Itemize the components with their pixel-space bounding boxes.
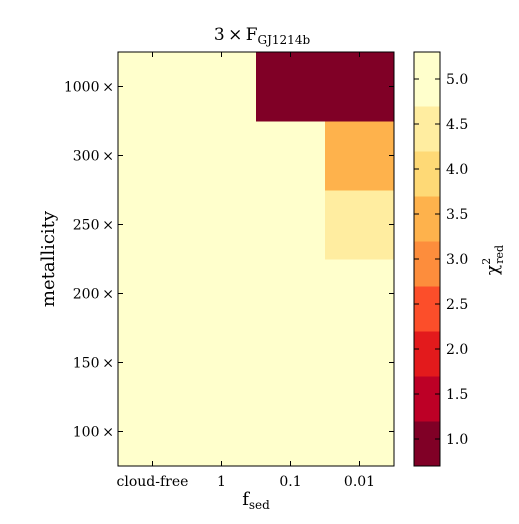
heatmap-cell — [256, 121, 326, 191]
colorbar-label: χ2red — [480, 245, 506, 275]
plot-frame — [117, 51, 395, 467]
colorbar-band — [414, 331, 440, 377]
heatmap-cell — [187, 328, 257, 398]
heatmap-cell — [325, 121, 395, 191]
colorbar-tick-label: 1.5 — [446, 387, 468, 403]
colorbar-frame — [413, 51, 441, 467]
colorbar-band — [414, 421, 440, 467]
colorbar-band — [414, 376, 440, 422]
x-tick-label: 1 — [217, 474, 226, 490]
heatmap-cell — [187, 121, 257, 191]
colorbar-band — [414, 241, 440, 287]
y-axis-ticks: 100 × 150 × 200 × 250 × 300 × 1000 × — [64, 80, 394, 441]
y-tick-label: 150 × — [73, 356, 114, 372]
heatmap-cell — [325, 397, 395, 467]
heatmap-cell — [325, 52, 395, 122]
colorbar-label-main: χ — [483, 265, 503, 275]
heatmap-cell — [256, 52, 326, 122]
colorbar-tick-label: 4.0 — [446, 162, 468, 178]
colorbar-band — [414, 151, 440, 197]
heatmap-cell — [256, 259, 326, 329]
colorbar-label-subscript: red — [493, 245, 506, 264]
y-axis-label: metallicity — [38, 210, 59, 307]
heatmap-cell — [256, 190, 326, 260]
heatmap-cell — [325, 190, 395, 260]
svg-text:fsed: fsed — [242, 489, 270, 512]
y-tick-label: 1000 × — [64, 80, 114, 96]
x-tick-label: cloud-free — [117, 474, 189, 490]
colorbar-band — [414, 196, 440, 242]
colorbar-tick-label: 2.5 — [446, 297, 468, 313]
svg-text:3 × FGJ1214b: 3 × FGJ1214b — [214, 25, 311, 47]
y-tick-label: 250 × — [73, 218, 114, 234]
colorbar — [414, 52, 440, 467]
y-tick-label: 200 × — [73, 287, 114, 303]
y-tick-label: 300 × — [73, 149, 114, 165]
x-axis-label: fsed — [242, 489, 270, 512]
heatmap-cells — [118, 52, 395, 467]
colorbar-tick-label: 2.0 — [446, 342, 468, 358]
colorbar-label-superscript: 2 — [480, 258, 493, 265]
colorbar-band — [414, 106, 440, 152]
colorbar-tick-label: 3.0 — [446, 252, 468, 268]
heatmap-cell — [187, 259, 257, 329]
heatmap-cell — [118, 259, 188, 329]
heatmap-cell — [118, 121, 188, 191]
chart-title: 3 × FGJ1214b — [214, 25, 311, 47]
heatmap-cell — [187, 190, 257, 260]
heatmap-cell — [118, 190, 188, 260]
heatmap-cell — [118, 328, 188, 398]
x-tick-label: 0.01 — [344, 474, 375, 490]
heatmap-cell — [256, 397, 326, 467]
heatmap-cell — [118, 397, 188, 467]
x-axis-ticks: cloud-free 1 0.1 0.01 — [117, 52, 375, 490]
x-tick-label: 0.1 — [279, 474, 301, 490]
chart-title-main: 3 × F — [214, 25, 258, 45]
heatmap-cell — [187, 52, 257, 122]
heatmap-cell — [325, 328, 395, 398]
colorbar-band — [414, 286, 440, 332]
chart-title-subscript: GJ1214b — [258, 33, 311, 47]
heatmap-cell — [187, 397, 257, 467]
y-tick-label: 100 × — [73, 425, 114, 441]
heatmap-cell — [325, 259, 395, 329]
svg-text:χ2red: χ2red — [480, 245, 506, 275]
colorbar-tick-label: 1.0 — [446, 432, 468, 448]
colorbar-tick-label: 3.5 — [446, 207, 468, 223]
colorbar-tick-label: 4.5 — [446, 117, 468, 133]
colorbar-ticks: 1.0 1.5 2.0 2.5 3.0 3.5 4.0 4.5 5.0 — [414, 72, 468, 448]
x-axis-label-main: f — [242, 489, 250, 510]
colorbar-tick-label: 5.0 — [446, 72, 468, 88]
heatmap-cell — [118, 52, 188, 122]
x-axis-label-subscript: sed — [249, 498, 270, 512]
heatmap-cell — [256, 328, 326, 398]
y-axis-label-text: metallicity — [38, 210, 59, 307]
